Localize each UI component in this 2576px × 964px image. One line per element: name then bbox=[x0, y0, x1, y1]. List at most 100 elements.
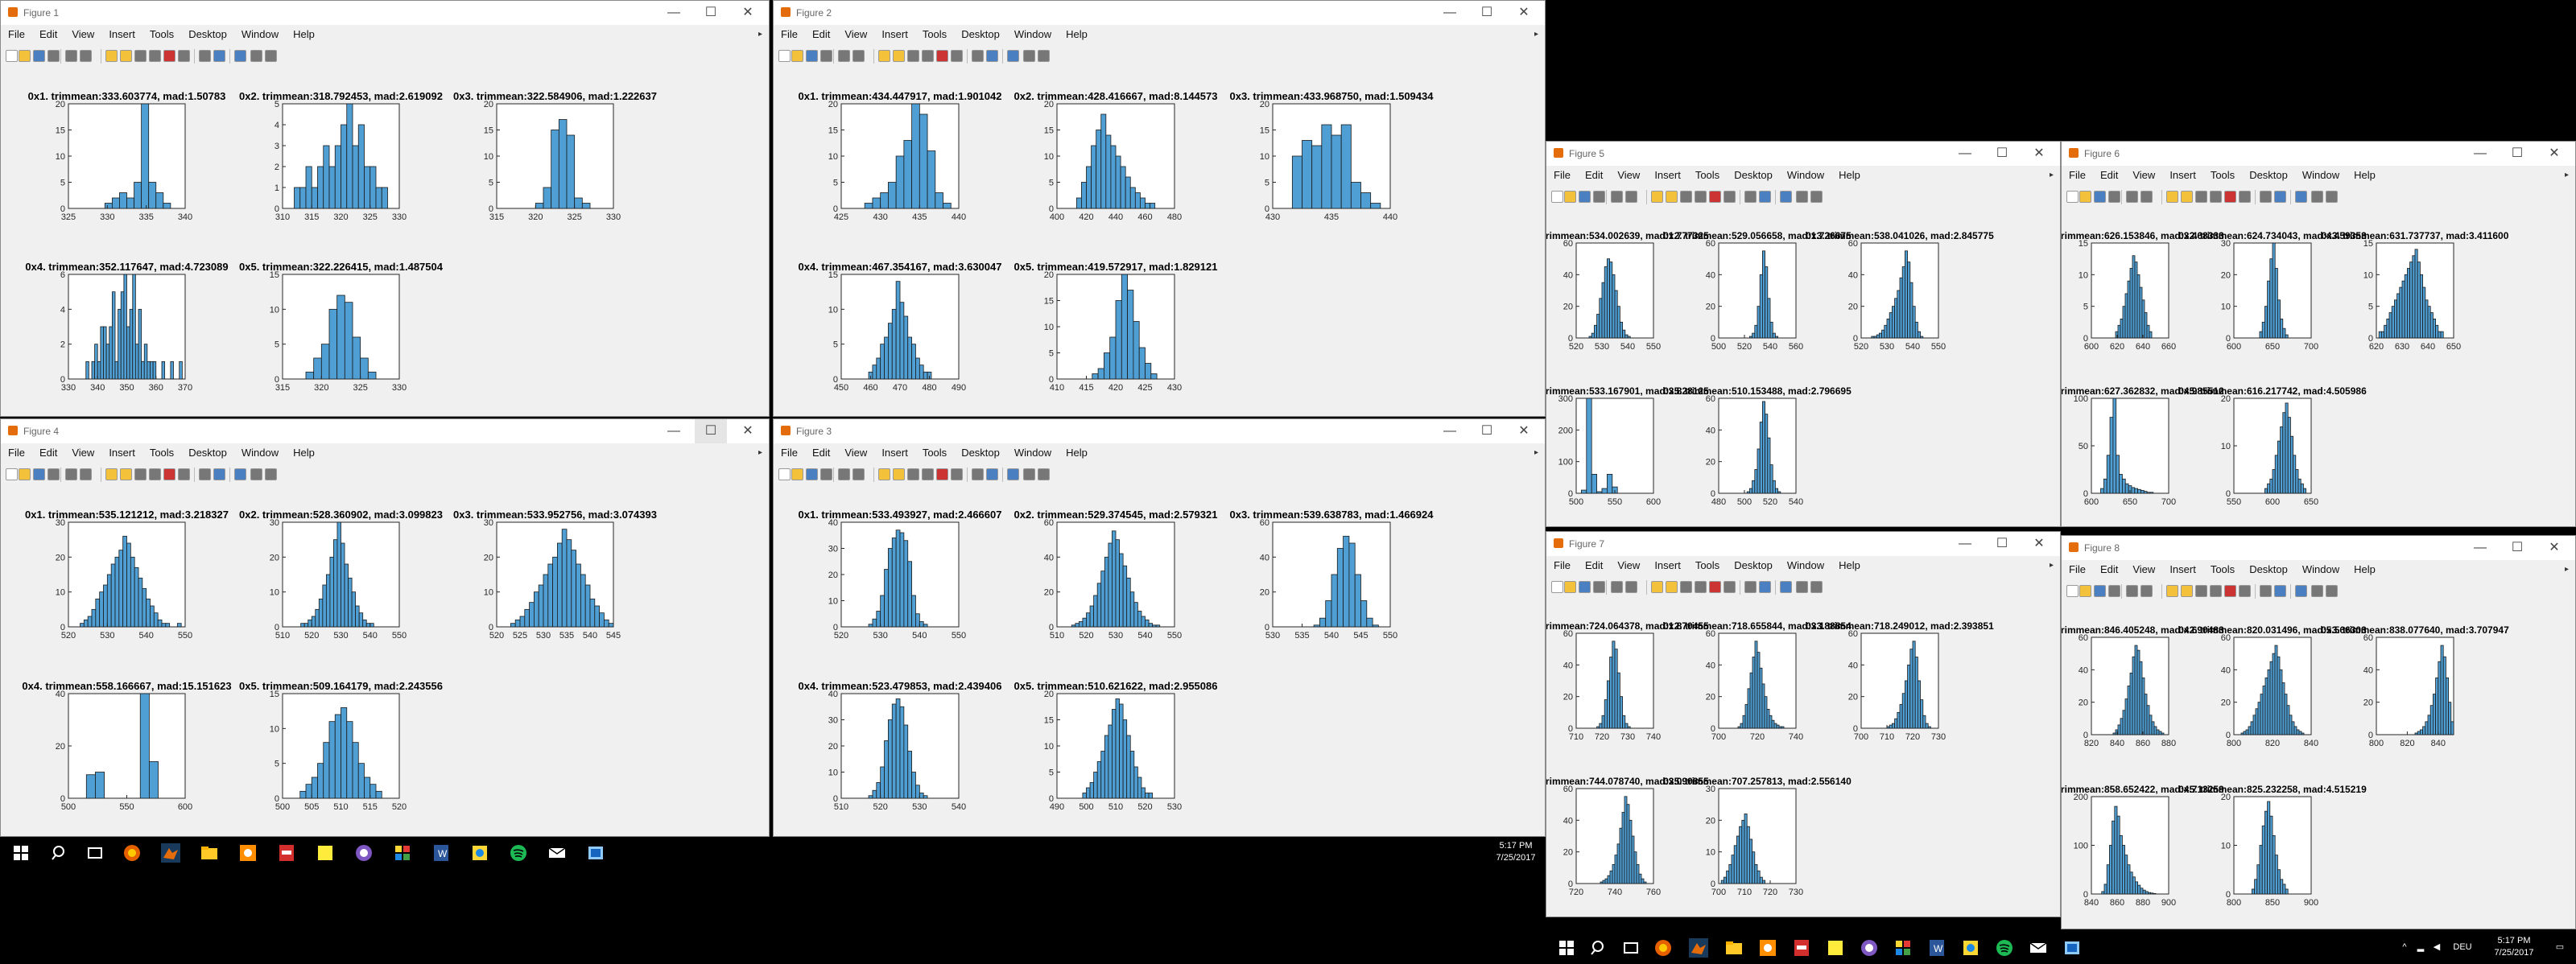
hide-plot-tools-icon[interactable] bbox=[1023, 50, 1035, 62]
menu-desktop[interactable]: Desktop bbox=[2249, 563, 2288, 575]
maximize-button[interactable]: ☐ bbox=[1996, 146, 2008, 160]
notification-icon[interactable]: ▭ bbox=[2555, 942, 2565, 952]
close-button[interactable]: ✕ bbox=[2033, 537, 2045, 550]
open-file-icon[interactable] bbox=[2079, 191, 2091, 203]
minimize-button[interactable]: — bbox=[1443, 424, 1456, 438]
colorbar-icon[interactable] bbox=[213, 50, 225, 62]
colorbar-icon[interactable] bbox=[1759, 191, 1771, 203]
menu-view[interactable]: View bbox=[1617, 559, 1641, 571]
menu-insert[interactable]: Insert bbox=[881, 447, 908, 459]
window-titlebar[interactable]: Figure 1 — ☐ ✕ bbox=[1, 1, 769, 25]
start-icon[interactable] bbox=[11, 843, 31, 863]
menu-desktop[interactable]: Desktop bbox=[188, 447, 227, 459]
data-cursor-icon[interactable] bbox=[163, 50, 175, 62]
colorbar-icon[interactable] bbox=[986, 50, 998, 62]
link-plot-icon[interactable] bbox=[1744, 191, 1757, 203]
brush-icon[interactable] bbox=[178, 468, 190, 480]
save-icon[interactable] bbox=[1579, 191, 1591, 203]
zoom-out-icon[interactable] bbox=[2181, 191, 2193, 203]
word-icon[interactable]: W bbox=[1927, 938, 1946, 958]
link-icon[interactable] bbox=[65, 50, 77, 62]
menu-file[interactable]: File bbox=[2069, 169, 2086, 181]
firefox-icon[interactable] bbox=[122, 843, 142, 863]
hide-plot-tools-icon[interactable] bbox=[1796, 191, 1808, 203]
colorbar-icon[interactable] bbox=[1759, 581, 1771, 593]
open-file-icon[interactable] bbox=[1564, 191, 1576, 203]
menu-insert[interactable]: Insert bbox=[881, 28, 908, 40]
brush-icon[interactable] bbox=[951, 50, 963, 62]
menu-desktop[interactable]: Desktop bbox=[1734, 559, 1773, 571]
data-cursor-icon[interactable] bbox=[1709, 191, 1721, 203]
arrow-icon[interactable] bbox=[80, 50, 92, 62]
link-icon[interactable] bbox=[1611, 191, 1623, 203]
link-plot-icon[interactable] bbox=[2260, 191, 2272, 203]
open-file-icon[interactable] bbox=[791, 468, 803, 480]
chat-icon[interactable] bbox=[354, 843, 374, 863]
open-file-icon[interactable] bbox=[19, 50, 31, 62]
menu-view[interactable]: View bbox=[2132, 169, 2156, 181]
menu-desktop[interactable]: Desktop bbox=[961, 28, 1000, 40]
paint-icon[interactable] bbox=[470, 843, 489, 863]
print-icon[interactable] bbox=[2108, 585, 2120, 597]
brush-icon[interactable] bbox=[1724, 581, 1736, 593]
menu-edit[interactable]: Edit bbox=[39, 447, 58, 459]
chat-icon[interactable] bbox=[1860, 938, 1879, 958]
link-plot-icon[interactable] bbox=[1744, 581, 1757, 593]
show-plot-tools-icon[interactable] bbox=[2326, 191, 2338, 203]
menu-view[interactable]: View bbox=[1617, 169, 1641, 181]
pdf-icon[interactable] bbox=[1792, 938, 1811, 958]
clock-right[interactable]: 5:17 PM 7/25/2017 bbox=[2486, 935, 2542, 959]
print-icon[interactable] bbox=[47, 468, 60, 480]
tray-up-arrow-icon[interactable]: ^ bbox=[2402, 942, 2407, 952]
app-icon-blue[interactable] bbox=[2062, 938, 2082, 958]
menu-help[interactable]: Help bbox=[2354, 169, 2376, 181]
link-icon[interactable] bbox=[65, 468, 77, 480]
menu-help[interactable]: Help bbox=[293, 447, 315, 459]
zoom-out-icon[interactable] bbox=[1666, 191, 1678, 203]
zoom-in-icon[interactable] bbox=[2166, 585, 2178, 597]
colorbar-icon[interactable] bbox=[213, 468, 225, 480]
spotify-icon[interactable] bbox=[509, 843, 528, 863]
show-plot-tools-icon[interactable] bbox=[1810, 581, 1823, 593]
print-icon[interactable] bbox=[1593, 581, 1605, 593]
rotate-icon[interactable] bbox=[2210, 585, 2222, 597]
show-plot-tools-icon[interactable] bbox=[2326, 585, 2338, 597]
file-explorer-icon[interactable] bbox=[200, 843, 219, 863]
menu-view[interactable]: View bbox=[2132, 563, 2156, 575]
menu-overflow-arrow-icon[interactable]: ▸ bbox=[1534, 448, 1538, 457]
menu-tools[interactable]: Tools bbox=[1695, 559, 1720, 571]
maximize-button[interactable]: ☐ bbox=[704, 6, 717, 19]
menu-insert[interactable]: Insert bbox=[1654, 559, 1681, 571]
menu-file[interactable]: File bbox=[781, 447, 798, 459]
menu-view[interactable]: View bbox=[844, 447, 868, 459]
menu-window[interactable]: Window bbox=[1786, 169, 1825, 181]
hide-plot-tools-icon[interactable] bbox=[250, 468, 262, 480]
rotate-icon[interactable] bbox=[1695, 581, 1707, 593]
pdf-icon[interactable] bbox=[277, 843, 296, 863]
rotate-icon[interactable] bbox=[2210, 191, 2222, 203]
menu-desktop[interactable]: Desktop bbox=[2249, 169, 2288, 181]
menu-tools[interactable]: Tools bbox=[2210, 169, 2235, 181]
new-figure-icon[interactable] bbox=[778, 50, 791, 62]
brush-icon[interactable] bbox=[2239, 585, 2251, 597]
close-button[interactable]: ✕ bbox=[2549, 146, 2560, 160]
zoom-out-icon[interactable] bbox=[893, 50, 905, 62]
menu-help[interactable]: Help bbox=[293, 28, 315, 40]
menu-edit[interactable]: Edit bbox=[1584, 559, 1604, 571]
print-icon[interactable] bbox=[820, 468, 832, 480]
minimize-button[interactable]: — bbox=[1959, 146, 1971, 160]
arrow-icon[interactable] bbox=[2140, 585, 2153, 597]
mail-icon[interactable] bbox=[547, 843, 567, 863]
maximize-button[interactable]: ☐ bbox=[2511, 541, 2524, 554]
minimize-button[interactable]: — bbox=[1443, 6, 1456, 19]
data-cursor-icon[interactable] bbox=[2224, 191, 2236, 203]
brush-icon[interactable] bbox=[951, 468, 963, 480]
close-button[interactable]: ✕ bbox=[742, 424, 753, 438]
show-plot-tools-icon[interactable] bbox=[265, 50, 277, 62]
link-icon[interactable] bbox=[2126, 585, 2138, 597]
rotate-icon[interactable] bbox=[922, 50, 934, 62]
rotate-icon[interactable] bbox=[1695, 191, 1707, 203]
rotate-icon[interactable] bbox=[149, 468, 161, 480]
paint-icon[interactable] bbox=[1961, 938, 1980, 958]
menu-window[interactable]: Window bbox=[241, 447, 279, 459]
